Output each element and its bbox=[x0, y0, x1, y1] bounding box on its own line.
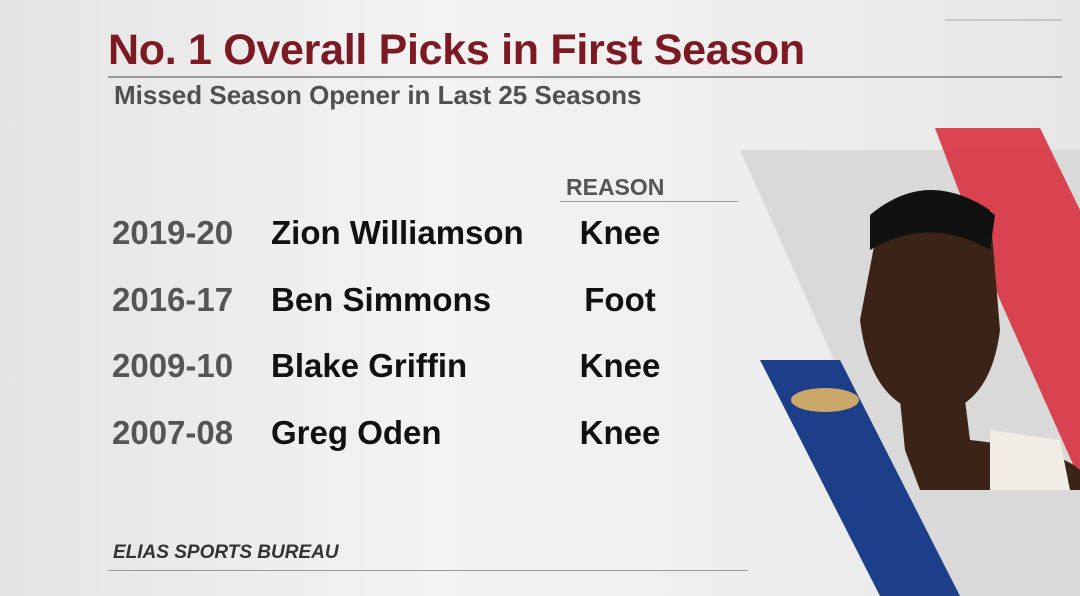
reason: Knee bbox=[579, 347, 661, 384]
reason: Knee bbox=[579, 414, 661, 451]
title: No. 1 Overall Picks in First Season bbox=[108, 26, 805, 74]
season: 2016-17 bbox=[112, 281, 234, 318]
column-header: REASON bbox=[566, 174, 665, 200]
subtitle: Missed Season Opener in Last 25 Seasons bbox=[114, 80, 642, 110]
player: Blake Griffin bbox=[271, 347, 468, 384]
player: Greg Oden bbox=[271, 414, 442, 451]
jersey bbox=[990, 430, 1070, 490]
season: 2009-10 bbox=[112, 347, 234, 384]
title-rule bbox=[108, 76, 1062, 78]
head bbox=[860, 191, 1000, 415]
season: 2019-20 bbox=[112, 214, 234, 251]
player: Zion Williamson bbox=[271, 214, 524, 251]
hair bbox=[870, 190, 995, 250]
season: 2007-08 bbox=[112, 414, 234, 451]
header-rule bbox=[560, 201, 738, 202]
reason: Foot bbox=[584, 281, 656, 318]
footer-rule bbox=[108, 570, 748, 571]
blue-stripe bbox=[760, 360, 960, 596]
logo bbox=[791, 388, 859, 412]
player: Ben Simmons bbox=[271, 281, 492, 318]
source: ELIAS SPORTS BUREAU bbox=[113, 542, 339, 563]
reason: Knee bbox=[579, 214, 661, 251]
